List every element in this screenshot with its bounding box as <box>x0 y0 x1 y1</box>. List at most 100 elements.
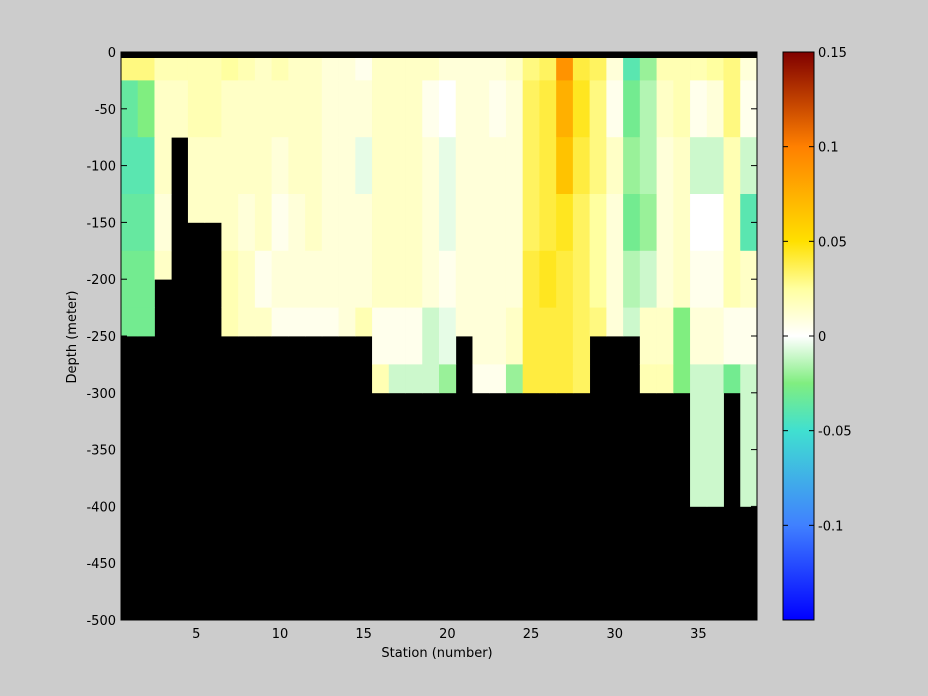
heatmap-cell <box>238 137 256 195</box>
heatmap-cell <box>305 57 323 81</box>
heatmap-cell <box>271 57 289 81</box>
heatmap-cell <box>321 250 339 308</box>
heatmap-cell <box>439 137 457 195</box>
heatmap-cell <box>690 364 708 507</box>
heatmap-cell <box>690 250 708 308</box>
y-tick-label: 0 <box>108 46 116 61</box>
heatmap-cell <box>706 307 724 365</box>
colorbar-tick-label: 0.1 <box>818 141 839 156</box>
heatmap-cell <box>238 194 256 252</box>
heatmap-cell <box>623 57 641 81</box>
heatmap-cell <box>639 307 657 365</box>
heatmap-cell <box>405 80 423 138</box>
heatmap-cell <box>137 194 155 252</box>
heatmap-cell <box>455 307 473 337</box>
heatmap-cell <box>740 250 758 308</box>
surface-band <box>121 52 757 58</box>
heatmap-cell <box>338 137 356 195</box>
heatmap-cell <box>539 194 557 252</box>
heatmap-cell <box>623 307 641 337</box>
heatmap-cell <box>706 364 724 507</box>
heatmap-cell <box>740 364 758 507</box>
heatmap-cell <box>673 80 691 138</box>
heatmap-cell <box>254 250 273 308</box>
axes: 5 10 15 20 25 30 35 0 -50 -100 -150 -200 -250 -300 -35… <box>86 46 758 642</box>
heatmap-cell <box>556 307 574 365</box>
heatmap-cell <box>154 80 172 138</box>
heatmap-cell <box>372 57 390 81</box>
heatmap-cell <box>673 364 691 394</box>
heatmap-cell <box>455 194 473 252</box>
heatmap-cell <box>589 307 607 337</box>
heatmap-cell <box>221 307 239 337</box>
heatmap-cell <box>690 80 708 138</box>
heatmap-cell <box>154 137 172 195</box>
heatmap-cell <box>271 307 289 337</box>
heatmap-cell <box>539 80 557 138</box>
heatmap-cell <box>706 137 724 195</box>
heatmap-cell <box>539 307 557 365</box>
heatmap-cell <box>271 194 289 252</box>
heatmap-cell <box>238 307 256 337</box>
heatmap-cell <box>690 57 708 81</box>
heatmap-cell <box>204 57 222 81</box>
heatmap-cell <box>439 194 457 252</box>
y-tick-label: -400 <box>86 500 116 515</box>
heatmap-cell <box>505 364 524 394</box>
x-tick-label: 20 <box>439 627 456 642</box>
heatmap-cell <box>522 364 540 394</box>
heatmap-cell <box>539 57 557 81</box>
heatmap-cell <box>623 250 641 308</box>
heatmap-cell <box>539 137 557 195</box>
heatmap-cell <box>355 137 373 195</box>
heatmap-cell <box>288 57 306 81</box>
heatmap-cell <box>606 250 624 308</box>
y-tick-label: -150 <box>86 216 116 231</box>
heatmap-cell <box>238 80 256 138</box>
heatmap-cell <box>405 57 423 81</box>
heatmap-cell <box>489 364 507 394</box>
heatmap-cell <box>137 80 155 138</box>
heatmap-cell <box>489 250 507 308</box>
heatmap-cell <box>321 137 339 195</box>
heatmap-cell <box>121 57 139 81</box>
heatmap-cell <box>639 137 657 195</box>
colorbar-tick-label: 0.05 <box>818 235 847 250</box>
heatmap-cell <box>355 57 373 81</box>
heatmap-cell <box>388 57 406 81</box>
heatmap-cell <box>623 80 641 138</box>
heatmap-cell <box>522 137 540 195</box>
heatmap-cell <box>656 364 674 394</box>
heatmap-cell <box>171 57 189 81</box>
y-axis-label: Depth (meter) <box>65 291 80 384</box>
heatmap-cell <box>187 57 206 81</box>
heatmap-cell <box>639 57 657 81</box>
heatmap-cell <box>338 250 356 308</box>
heatmap-cell <box>422 364 440 394</box>
heatmap-cell <box>422 80 440 138</box>
heatmap-cell <box>355 250 373 308</box>
heatmap-cell <box>472 194 490 252</box>
heatmap-cell <box>505 80 524 138</box>
heatmap-cell <box>455 250 473 308</box>
heatmap-cell <box>137 250 155 308</box>
heatmap-cell <box>372 307 390 365</box>
x-tick-label: 30 <box>606 627 623 642</box>
heatmap-cell <box>673 137 691 195</box>
heatmap-cell <box>673 57 691 81</box>
heatmap-cell <box>606 80 624 138</box>
colorbar-ticks: 0.15 0.1 0.05 0 -0.05 -0.1 <box>783 46 852 534</box>
heatmap-cell <box>355 80 373 138</box>
heatmap-cell <box>321 80 339 138</box>
heatmap-cell <box>422 307 440 365</box>
heatmap-cell <box>171 80 189 138</box>
heatmap-cell <box>606 137 624 195</box>
heatmap-cell <box>305 137 323 195</box>
y-tick-label: -200 <box>86 273 116 288</box>
heatmap-cell <box>422 137 440 195</box>
heatmap-cell <box>706 57 724 81</box>
heatmap-cell <box>572 250 591 308</box>
heatmap-cell <box>372 250 390 308</box>
heatmap-cell <box>254 57 273 81</box>
